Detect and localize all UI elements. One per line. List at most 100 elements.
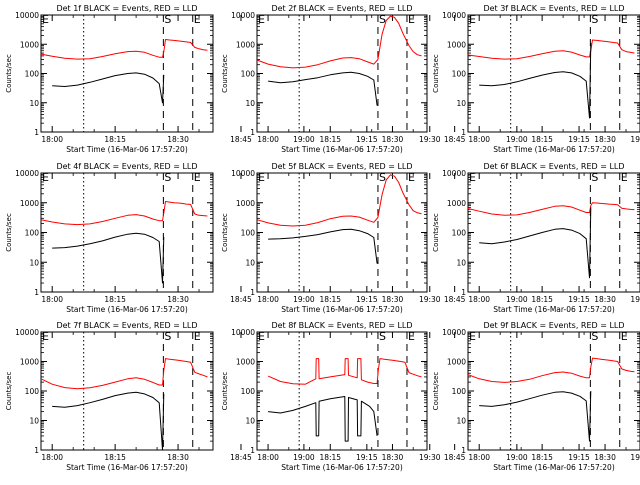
x-tick-label: 18:30: [594, 453, 616, 462]
marker-label-s: S: [164, 13, 171, 26]
marker-label-s: S: [164, 171, 171, 184]
y-tick-label: 100: [452, 70, 467, 79]
series-events: [268, 396, 378, 442]
plot-frame: [40, 172, 214, 293]
plot-frame: [256, 172, 428, 293]
y-tick-label: 100: [241, 70, 256, 79]
series-lld: [256, 15, 422, 69]
x-tick-label: 18:30: [167, 295, 189, 304]
y-axis-label: Counts/sec: [432, 372, 440, 411]
x-axis-label: Start Time (16-Mar-06 17:57:20): [493, 145, 615, 154]
marker-label-e: E: [408, 330, 415, 343]
x-tick-label: 18:15: [319, 453, 341, 462]
y-axis-label: Counts/sec: [432, 213, 440, 252]
series-events: [52, 391, 165, 451]
y-tick-label: 1000: [236, 358, 255, 367]
series-events: [479, 207, 592, 279]
marker-label-e: E: [621, 13, 628, 26]
x-tick-label: 18:15: [319, 295, 341, 304]
plot-frame: [467, 172, 640, 293]
y-tick-label: 100: [25, 70, 40, 79]
plot-frame: [467, 14, 640, 133]
x-tick-label: 19:00: [293, 295, 315, 304]
y-tick-label: 10: [245, 99, 255, 108]
marker-label-edge: E: [469, 330, 476, 343]
x-tick-label: 19:30: [630, 453, 640, 462]
series-lld: [467, 202, 635, 216]
series-lld: [267, 358, 422, 385]
panel-det-9f: Det 9f BLACK = Events, RED = LLD 1 10 100 10…: [432, 321, 640, 472]
x-tick-label: 18:45: [230, 295, 252, 304]
panel-title: Det 2f BLACK = Events, RED = LLD: [271, 4, 412, 13]
marker-label-e: E: [194, 330, 201, 343]
marker-label-s: S: [379, 13, 386, 26]
marker-label-s: S: [591, 171, 598, 184]
y-axis-label: Counts/sec: [5, 54, 13, 93]
y-tick-label: 10000: [442, 11, 466, 20]
x-tick-label: 18:15: [319, 135, 341, 144]
x-tick-label: 19:00: [293, 135, 315, 144]
panel-title: Det 5f BLACK = Events, RED = LLD: [271, 162, 412, 171]
y-tick-label: 1: [461, 128, 466, 137]
y-tick-label: 100: [241, 387, 256, 396]
y-tick-label: 1000: [447, 199, 466, 208]
y-tick-label: 1: [461, 446, 466, 455]
marker-label-edge: E: [42, 171, 49, 184]
x-tick-label: 19:15: [356, 135, 378, 144]
y-tick-label: 1: [250, 288, 255, 297]
plot-frame: [40, 331, 214, 451]
marker-label-edge: E: [258, 330, 265, 343]
panel-title: Det 3f BLACK = Events, RED = LLD: [483, 4, 624, 13]
y-tick-label: 10: [245, 417, 255, 426]
marker-label-edge: E: [42, 13, 49, 26]
panel-det-1f: Det 1f BLACK = Events, RED = LLD 1 10 100 10…: [5, 4, 441, 154]
series-events: [479, 390, 592, 442]
panel-title: Det 6f BLACK = Events, RED = LLD: [483, 162, 624, 171]
panel-det-2f: Det 2f BLACK = Events, RED = LLD 1 10 100 10…: [221, 4, 640, 154]
plot-frame: [467, 331, 640, 451]
y-tick-label: 1: [34, 288, 39, 297]
marker-label-s: S: [591, 13, 598, 26]
panel-det-8f: Det 8f BLACK = Events, RED = LLD 1 10 100 10…: [221, 321, 640, 472]
y-axis-label: Counts/sec: [5, 372, 13, 411]
x-tick-label: 18:30: [382, 453, 404, 462]
x-tick-label: 18:30: [167, 135, 189, 144]
y-tick-label: 1: [34, 446, 39, 455]
series-events: [268, 228, 378, 264]
x-tick-label: 19:30: [630, 135, 640, 144]
x-tick-label: 19:00: [506, 135, 528, 144]
x-tick-label: 19:00: [506, 295, 528, 304]
x-tick-label: 18:30: [167, 453, 189, 462]
x-tick-label: 19:30: [419, 135, 441, 144]
y-tick-label: 10: [245, 258, 255, 267]
marker-label-edge: E: [258, 171, 265, 184]
y-axis-label: Counts/sec: [221, 54, 229, 93]
y-tick-label: 10000: [231, 11, 255, 20]
series-lld: [40, 358, 208, 390]
y-tick-label: 10: [456, 258, 466, 267]
panel-det-4f: Det 4f BLACK = Events, RED = LLD 1 10 100 10…: [5, 162, 441, 314]
panel-det-6f: Det 6f BLACK = Events, RED = LLD 1 10 100 10…: [432, 162, 640, 314]
marker-label-e: E: [408, 171, 415, 184]
y-tick-label: 1000: [20, 358, 39, 367]
x-tick-label: 19:15: [568, 135, 590, 144]
panel-title: Det 4f BLACK = Events, RED = LLD: [56, 162, 197, 171]
x-tick-label: 18:00: [257, 295, 279, 304]
y-tick-label: 1: [34, 128, 39, 137]
x-tick-label: 18:30: [382, 295, 404, 304]
x-tick-label: 18:00: [41, 453, 63, 462]
y-tick-label: 10: [456, 99, 466, 108]
series-lld: [467, 357, 635, 383]
x-tick-label: 19:15: [568, 295, 590, 304]
series-events: [52, 232, 165, 284]
panel-det-5f: Det 5f BLACK = Events, RED = LLD 1 10 100 10…: [221, 162, 640, 314]
x-tick-label: 18:15: [104, 453, 126, 462]
panel-det-3f: Det 3f BLACK = Events, RED = LLD 1 10 100 10…: [432, 4, 640, 154]
marker-label-s: S: [379, 171, 386, 184]
series-events: [479, 42, 592, 119]
x-tick-label: 18:45: [444, 135, 466, 144]
marker-label-e: E: [621, 330, 628, 343]
x-tick-label: 18:45: [444, 453, 466, 462]
series-lld: [40, 201, 208, 226]
